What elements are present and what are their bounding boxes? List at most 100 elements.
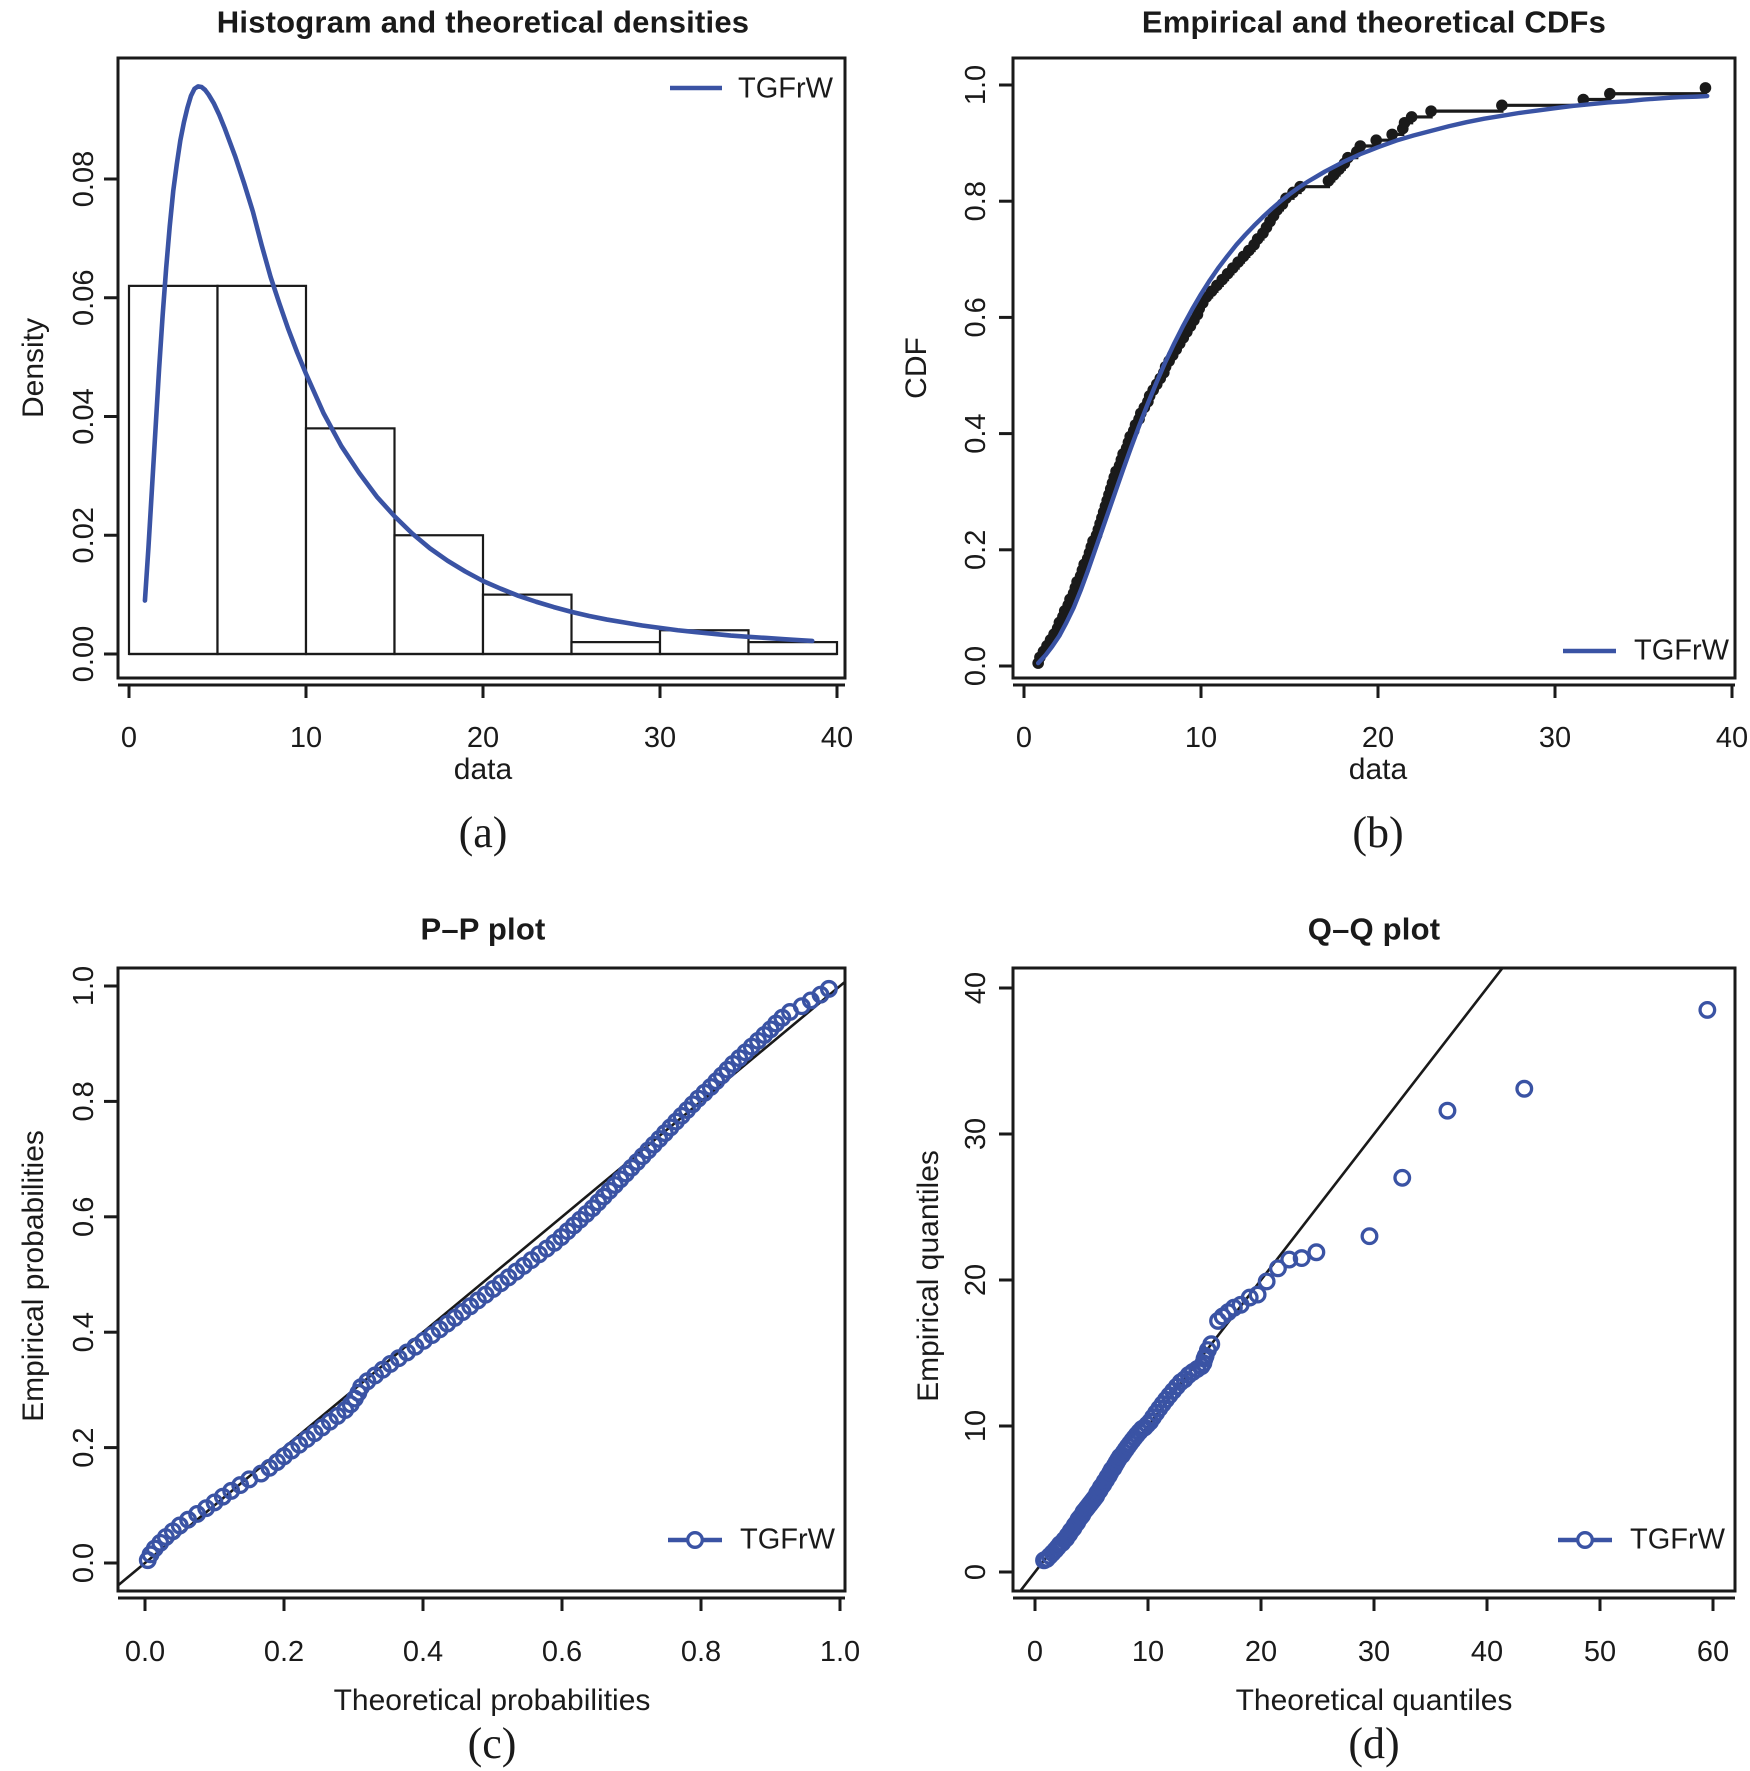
y-tick-label: 1.0 <box>68 966 100 1006</box>
ecdf-point <box>1405 111 1418 123</box>
y-tick-label: 0.0 <box>960 646 992 686</box>
y-tick-label: 0.6 <box>68 1197 100 1237</box>
pp-point <box>819 979 838 998</box>
qq-point <box>1393 1168 1412 1187</box>
x-tick-label: 10 <box>1132 1636 1164 1668</box>
ecdf-point <box>1386 128 1398 141</box>
x-tick-label: 20 <box>1245 1636 1277 1668</box>
x-tick-label: 60 <box>1697 1636 1729 1668</box>
panel-c-ylabel: Empirical probabilities <box>17 1130 50 1422</box>
ecdf-point <box>1370 134 1383 146</box>
qq-point <box>1268 1259 1287 1278</box>
qq-point <box>1240 1288 1259 1307</box>
y-tick-label: 0.06 <box>68 270 100 326</box>
panel-d-legend-label: TGFrW <box>1630 1523 1726 1556</box>
x-tick-label: 0 <box>1016 722 1032 754</box>
y-tick-label: 20 <box>960 1264 992 1296</box>
legend-key-circle-marker <box>1576 1531 1594 1549</box>
x-tick-label: 0.4 <box>403 1636 443 1668</box>
x-tick-label: 10 <box>290 722 322 754</box>
y-tick-label: 40 <box>960 972 992 1004</box>
panel-a-title: Histogram and theoretical densities <box>216 4 750 40</box>
y-tick-label: 0.6 <box>960 297 992 337</box>
histogram-bar <box>481 593 573 656</box>
panel-b-ylabel: CDF <box>900 337 933 399</box>
fitted-cdf-curve <box>1035 93 1710 666</box>
histogram-bar <box>216 284 308 656</box>
x-tick-label: 40 <box>821 722 853 754</box>
y-tick-label: 0.2 <box>960 530 992 570</box>
panel-b-legend-label: TGFrW <box>1634 634 1730 667</box>
qq-point <box>1292 1249 1311 1268</box>
x-tick-label: 0 <box>1027 1636 1043 1668</box>
x-tick-label: 10 <box>1185 722 1217 754</box>
x-tick-label: 0.0 <box>125 1636 165 1668</box>
histogram-bar <box>127 284 219 656</box>
y-tick-label: 0.04 <box>68 388 100 444</box>
qq-point <box>1257 1272 1276 1291</box>
panel-empirical-theoretical-cdfs: 0 10 20 30 40 0.0 0.2 0.4 0.6 0.8 1.0 <box>960 56 1748 754</box>
x-tick-label: 20 <box>467 722 499 754</box>
x-tick-label: 50 <box>1584 1636 1616 1668</box>
y-tick-label: 30 <box>960 1118 992 1150</box>
panel-c-legend-label: TGFrW <box>740 1523 836 1556</box>
caption-a: (a) <box>458 808 508 857</box>
panel-d-ylabel: Empirical quantiles <box>912 1150 945 1402</box>
panel-pp-plot: 0.0 0.2 0.4 0.6 0.8 1.0 0.0 0.2 0.4 0.6 0.8 1.0 <box>68 966 860 1668</box>
panel-b-title: Empirical and theoretical CDFs <box>1141 4 1607 40</box>
y-tick-label: 0.00 <box>68 626 100 682</box>
y-tick-label: 0.2 <box>68 1427 100 1467</box>
panel-a-ylabel: Density <box>17 317 50 419</box>
qq-point <box>1280 1250 1299 1269</box>
qq-point <box>1202 1335 1221 1354</box>
caption-d: (d) <box>1348 1719 1400 1768</box>
panel-d-title: Q–Q plot <box>1307 911 1441 947</box>
panel-b-xlabel: data <box>1348 753 1408 786</box>
qq-point <box>1248 1285 1267 1304</box>
x-tick-label: 20 <box>1362 722 1394 754</box>
y-tick-label: 0 <box>960 1564 992 1580</box>
panel-d-xlabel: Theoretical quantiles <box>1235 1684 1513 1717</box>
plot-box <box>116 966 847 1593</box>
x-tick-label: 0.6 <box>542 1636 582 1668</box>
y-tick-label: 0.08 <box>68 151 100 207</box>
ecdf-point <box>1425 105 1437 117</box>
qq-point <box>1209 1311 1228 1330</box>
x-tick-label: 40 <box>1471 1636 1503 1668</box>
qq-point <box>1307 1243 1326 1262</box>
ecdf-step-line <box>1038 87 1708 665</box>
plot-box <box>116 56 847 680</box>
y-tick-label: 0.8 <box>960 181 992 221</box>
y-tick-label: 0.8 <box>68 1081 100 1121</box>
panel-c-xlabel: Theoretical probabilities <box>333 1684 651 1717</box>
panel-c-title: P–P plot <box>420 911 546 947</box>
x-tick-label: 30 <box>644 722 676 754</box>
y-tick-label: 1.0 <box>960 65 992 105</box>
qq-point <box>1698 1000 1717 1019</box>
histogram-bar <box>747 641 839 656</box>
qq-point <box>1515 1079 1534 1098</box>
x-tick-label: 1.0 <box>820 1636 860 1668</box>
caption-b: (b) <box>1352 808 1404 857</box>
panel-histogram-densities: 0 10 20 30 40 0.00 0.02 0.04 0.06 0.08 <box>68 56 853 754</box>
x-tick-label: 0.8 <box>681 1636 721 1668</box>
y-tick-label: 0.4 <box>960 413 992 453</box>
x-tick-label: 0 <box>121 722 137 754</box>
y-tick-label: 0.0 <box>68 1543 100 1583</box>
ecdf-point <box>1699 82 1712 94</box>
y-tick-label: 0.02 <box>68 507 100 563</box>
fitted-density-curve <box>142 84 815 644</box>
x-tick-label: 30 <box>1358 1636 1390 1668</box>
plot-box <box>1011 966 1737 1593</box>
panel-qq-plot: 0 10 20 30 40 50 60 0 10 20 30 40 <box>960 966 1737 1668</box>
x-tick-label: 0.2 <box>264 1636 304 1668</box>
panel-a-legend-label: TGFrW <box>738 72 834 105</box>
ecdf-point <box>1496 99 1508 112</box>
qq-point <box>1360 1227 1379 1246</box>
legend-key-circle-marker <box>686 1531 704 1549</box>
qq-point <box>1438 1101 1457 1120</box>
histogram-bar <box>570 641 662 656</box>
x-tick-label: 30 <box>1539 722 1571 754</box>
